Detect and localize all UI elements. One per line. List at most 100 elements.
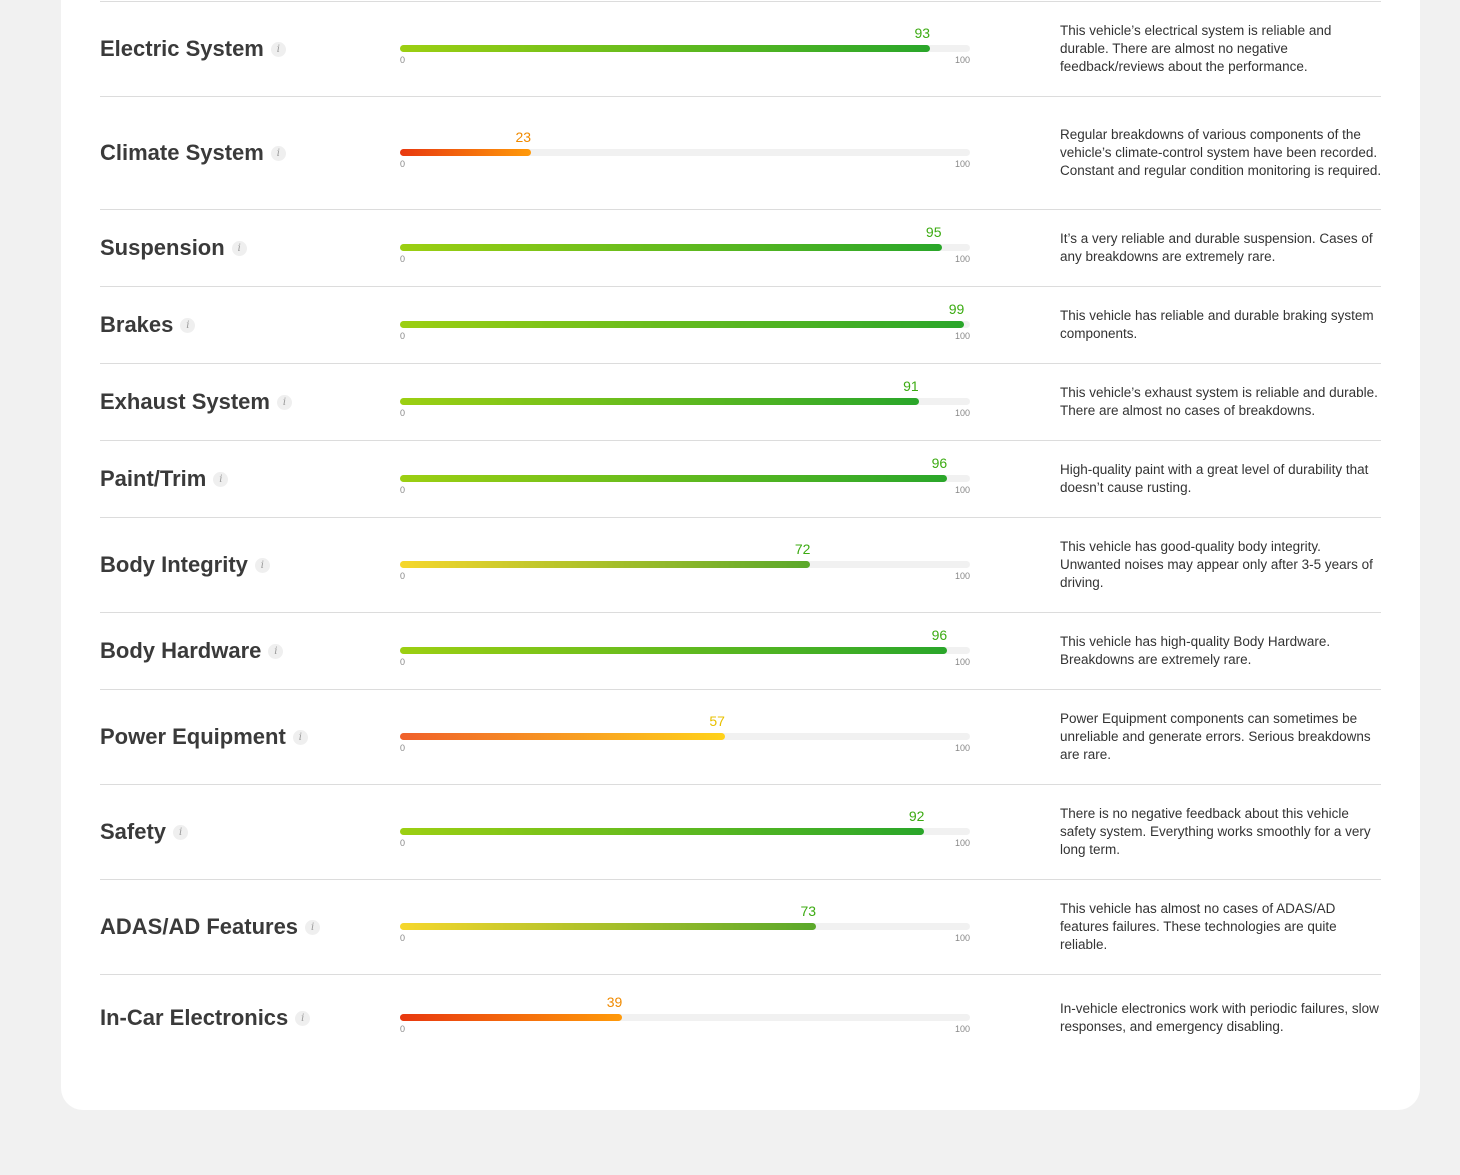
rating-name: Safety <box>100 819 167 844</box>
rating-name: Brakes <box>100 312 174 337</box>
info-icon[interactable]: i <box>295 1010 311 1026</box>
rating-description: It’s a very reliable and durable suspens… <box>1060 231 1373 264</box>
score-track <box>400 475 970 482</box>
info-icon[interactable]: i <box>270 41 286 57</box>
score-fill <box>400 149 532 156</box>
ratings-list: Electric System i 93 0 100 This vehicle’… <box>100 1 1381 1061</box>
scale-min-label: 0 <box>400 1024 406 1034</box>
score-fill <box>400 45 931 52</box>
rating-description: Regular breakdowns of various components… <box>1060 127 1382 178</box>
rating-row-exhaust-system: Exhaust System i 91 0 100 This vehicle’s… <box>100 364 1381 441</box>
score-fill <box>400 923 817 930</box>
scale-min-label: 0 <box>400 838 406 848</box>
score-value: 93 <box>914 25 931 41</box>
info-icon[interactable]: i <box>276 394 292 410</box>
score-bar: 72 0 100 <box>400 541 970 583</box>
rating-title: Electric System i <box>100 36 286 62</box>
info-icon[interactable]: i <box>213 471 229 487</box>
scale-min-label: 0 <box>400 55 406 65</box>
rating-name: Exhaust System <box>100 389 270 414</box>
score-value: 23 <box>515 129 532 145</box>
score-bar: 91 0 100 <box>400 378 970 420</box>
rating-row-brakes: Brakes i 99 0 100 This vehicle has relia… <box>100 287 1381 364</box>
scale-max-label: 100 <box>954 485 970 495</box>
score-fill <box>400 398 919 405</box>
score-track <box>400 321 970 328</box>
rating-name: Suspension <box>100 235 225 260</box>
rating-description: This vehicle has reliable and durable br… <box>1060 308 1374 341</box>
scale-max-label: 100 <box>954 657 970 667</box>
scale-max-label: 100 <box>954 571 970 581</box>
info-icon[interactable]: i <box>173 824 189 840</box>
score-bar: 96 0 100 <box>400 627 970 669</box>
rating-name: Electric System <box>100 36 264 61</box>
rating-row-power-equipment: Power Equipment i 57 0 100 Power Equipme… <box>100 690 1381 785</box>
rating-title: Climate System i <box>100 140 286 166</box>
score-value: 99 <box>948 301 965 317</box>
rating-row-paint-trim: Paint/Trim i 96 0 100 High-quality paint… <box>100 441 1381 518</box>
score-bar: 92 0 100 <box>400 808 970 850</box>
scale-min-label: 0 <box>400 743 406 753</box>
scale-max-label: 100 <box>954 254 970 264</box>
rating-name: Body Hardware <box>100 638 262 663</box>
score-bar: 95 0 100 <box>400 224 970 266</box>
scale-max-label: 100 <box>954 55 970 65</box>
info-icon[interactable]: i <box>305 919 321 935</box>
rating-description: Power Equipment components can sometimes… <box>1060 711 1371 762</box>
score-bar: 39 0 100 <box>400 994 970 1036</box>
score-bar: 57 0 100 <box>400 713 970 755</box>
score-fill <box>400 828 925 835</box>
score-fill <box>400 475 948 482</box>
rating-row-suspension: Suspension i 95 0 100 It’s a very reliab… <box>100 210 1381 287</box>
score-value: 91 <box>903 378 919 394</box>
score-bar: 73 0 100 <box>400 903 970 945</box>
info-icon[interactable]: i <box>254 557 270 573</box>
score-value: 96 <box>931 627 948 643</box>
scale-min-label: 0 <box>400 159 406 169</box>
scale-max-label: 100 <box>954 838 970 848</box>
rating-row-in-car-electronics: In-Car Electronics i 39 0 100 In-vehicle… <box>100 975 1381 1061</box>
info-icon[interactable]: i <box>292 729 308 745</box>
info-icon[interactable]: i <box>270 145 286 161</box>
score-value: 72 <box>794 541 811 557</box>
scale-min-label: 0 <box>400 408 406 418</box>
info-icon[interactable]: i <box>231 240 247 256</box>
score-value: 95 <box>925 224 942 240</box>
scale-min-label: 0 <box>400 657 406 667</box>
score-track <box>400 149 970 156</box>
score-bar: 93 0 100 <box>400 25 970 67</box>
score-fill <box>400 1014 623 1021</box>
rating-description: This vehicle’s electrical system is reli… <box>1060 23 1332 74</box>
score-value: 96 <box>931 455 948 471</box>
score-fill <box>400 321 965 328</box>
rating-title: Power Equipment i <box>100 724 308 750</box>
score-track <box>400 733 970 740</box>
info-icon[interactable]: i <box>268 643 284 659</box>
score-fill <box>400 733 725 740</box>
score-track <box>400 561 970 568</box>
score-fill <box>400 244 942 251</box>
scale-max-label: 100 <box>954 1024 970 1034</box>
score-bar: 96 0 100 <box>400 455 970 497</box>
rating-name: Paint/Trim <box>100 466 207 491</box>
rating-name: Climate System <box>100 140 264 165</box>
rating-description: In-vehicle electronics work with periodi… <box>1060 1001 1379 1034</box>
rating-title: Exhaust System i <box>100 389 292 415</box>
rating-title: ADAS/AD Features i <box>100 914 321 940</box>
scale-min-label: 0 <box>400 571 406 581</box>
rating-name: Body Integrity <box>100 552 248 577</box>
score-track <box>400 828 970 835</box>
score-fill <box>400 647 948 654</box>
rating-row-climate-system: Climate System i 23 0 100 Regular breakd… <box>100 97 1381 210</box>
score-track <box>400 647 970 654</box>
rating-description: This vehicle’s exhaust system is reliabl… <box>1060 385 1378 418</box>
rating-description: This vehicle has good-quality body integ… <box>1060 539 1373 590</box>
score-value: 92 <box>908 808 925 824</box>
info-icon[interactable]: i <box>180 317 196 333</box>
score-value: 57 <box>709 713 725 729</box>
scale-min-label: 0 <box>400 254 406 264</box>
rating-description: This vehicle has almost no cases of ADAS… <box>1060 901 1337 952</box>
rating-row-body-integrity: Body Integrity i 72 0 100 This vehicle h… <box>100 518 1381 613</box>
scale-min-label: 0 <box>400 485 406 495</box>
rating-description: There is no negative feedback about this… <box>1060 806 1371 857</box>
